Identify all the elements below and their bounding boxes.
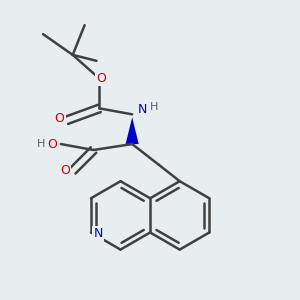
Text: N: N [94, 227, 103, 241]
Text: O: O [54, 112, 64, 125]
Text: H: H [150, 102, 159, 112]
Text: O: O [96, 72, 106, 85]
Text: O: O [47, 138, 57, 151]
Text: N: N [138, 103, 147, 116]
Text: O: O [60, 164, 70, 177]
Polygon shape [126, 117, 139, 144]
Text: H: H [37, 139, 46, 149]
